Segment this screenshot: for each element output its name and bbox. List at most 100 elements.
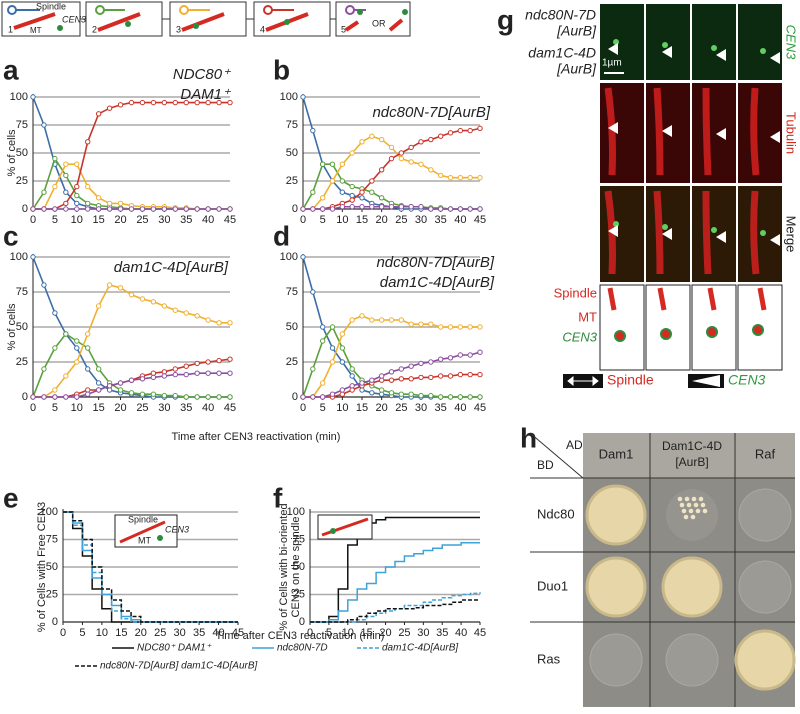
point bbox=[339, 178, 346, 184]
point bbox=[227, 356, 233, 362]
corner-line bbox=[529, 432, 584, 479]
point bbox=[349, 383, 355, 389]
point bbox=[30, 394, 36, 400]
micrograph bbox=[738, 186, 782, 282]
scale-bar bbox=[604, 72, 624, 74]
x-tick-label: 20 bbox=[379, 627, 391, 639]
point bbox=[216, 320, 222, 326]
point bbox=[117, 387, 124, 393]
y-axis-label: % of Cells with Free CEN3 bbox=[36, 502, 48, 632]
point bbox=[428, 374, 434, 381]
point bbox=[339, 189, 346, 195]
genotype-label: [AurB] bbox=[556, 23, 597, 39]
micrograph bbox=[738, 4, 782, 80]
point bbox=[388, 369, 395, 375]
point bbox=[428, 136, 434, 143]
point bbox=[216, 99, 222, 106]
y-tick-label: 100 bbox=[287, 506, 305, 518]
micrograph bbox=[692, 186, 736, 282]
point bbox=[467, 206, 473, 212]
x-tick-label: 20 bbox=[114, 214, 126, 226]
x-tick-label: 30 bbox=[174, 627, 186, 639]
microcolony bbox=[686, 502, 692, 508]
diagram-box bbox=[645, 284, 691, 371]
point bbox=[467, 371, 473, 378]
arrowhead bbox=[716, 231, 726, 243]
point bbox=[319, 338, 326, 344]
point bbox=[300, 94, 306, 100]
point bbox=[408, 391, 414, 397]
x-tick-label: 20 bbox=[135, 627, 147, 639]
panel-letter: b bbox=[273, 54, 290, 85]
point bbox=[418, 360, 424, 367]
point bbox=[477, 125, 483, 132]
point bbox=[227, 370, 233, 376]
point bbox=[194, 99, 200, 106]
microcolony bbox=[698, 496, 704, 502]
micrograph bbox=[692, 4, 736, 80]
legend-label: dam1C-4D[AurB] bbox=[382, 643, 458, 654]
point bbox=[30, 254, 36, 260]
icon bbox=[125, 21, 131, 27]
point bbox=[227, 320, 233, 326]
row-label: Ndc80 bbox=[537, 506, 575, 521]
cen3-dot bbox=[711, 45, 717, 51]
diagram-spindle bbox=[757, 287, 767, 311]
axis bbox=[32, 94, 230, 210]
colony bbox=[585, 484, 647, 546]
point bbox=[319, 195, 326, 201]
point bbox=[437, 394, 444, 400]
point bbox=[319, 380, 326, 386]
x-tick-label: 30 bbox=[417, 627, 429, 639]
point bbox=[52, 183, 58, 190]
cen3-dot bbox=[711, 227, 717, 233]
point bbox=[74, 200, 80, 207]
x-tick-label: 35 bbox=[180, 214, 192, 226]
point bbox=[310, 189, 316, 195]
diagram-label: CEN3 bbox=[562, 329, 597, 344]
series-line bbox=[33, 101, 230, 210]
x-tick-label: 0 bbox=[30, 214, 36, 226]
schematic: Spindle CEN3 MT 1 2 3 4 OR 5 bbox=[1, 1, 411, 37]
point bbox=[128, 99, 135, 106]
cen3-dot bbox=[662, 224, 668, 230]
point bbox=[227, 206, 233, 212]
y-tick-label: 75 bbox=[286, 119, 298, 131]
point bbox=[369, 317, 375, 323]
inset-spindle bbox=[119, 520, 166, 544]
x-tick-label: 40 bbox=[212, 627, 224, 639]
header-band bbox=[583, 433, 795, 478]
inset-label: MT bbox=[138, 535, 151, 545]
point bbox=[74, 359, 80, 365]
column-label: Dam1C-4D bbox=[662, 439, 722, 453]
panel-letter: e bbox=[3, 482, 19, 513]
point bbox=[161, 303, 168, 309]
point bbox=[161, 99, 168, 106]
step-num: 5 bbox=[341, 24, 346, 34]
point bbox=[349, 150, 355, 156]
point bbox=[172, 366, 178, 372]
x-tick-label: 15 bbox=[115, 627, 127, 639]
point bbox=[349, 317, 355, 323]
point bbox=[329, 161, 336, 167]
point bbox=[408, 363, 414, 369]
point bbox=[216, 370, 222, 376]
point bbox=[183, 99, 189, 106]
point bbox=[85, 345, 91, 351]
icon bbox=[181, 12, 225, 32]
x-tick-label: 0 bbox=[300, 402, 306, 414]
x-tick-label: 20 bbox=[376, 402, 388, 414]
x-tick-label: 40 bbox=[202, 214, 214, 226]
point bbox=[378, 167, 385, 173]
cen3-dot bbox=[662, 42, 668, 48]
tubulin bbox=[750, 190, 760, 275]
inset-label: CEN3 bbox=[165, 524, 189, 534]
point bbox=[205, 206, 211, 212]
tubulin bbox=[750, 87, 760, 176]
point bbox=[139, 391, 146, 397]
inset-cen3 bbox=[157, 535, 163, 541]
point bbox=[477, 349, 483, 355]
point bbox=[41, 282, 47, 288]
y-tick-label: 50 bbox=[293, 561, 305, 573]
